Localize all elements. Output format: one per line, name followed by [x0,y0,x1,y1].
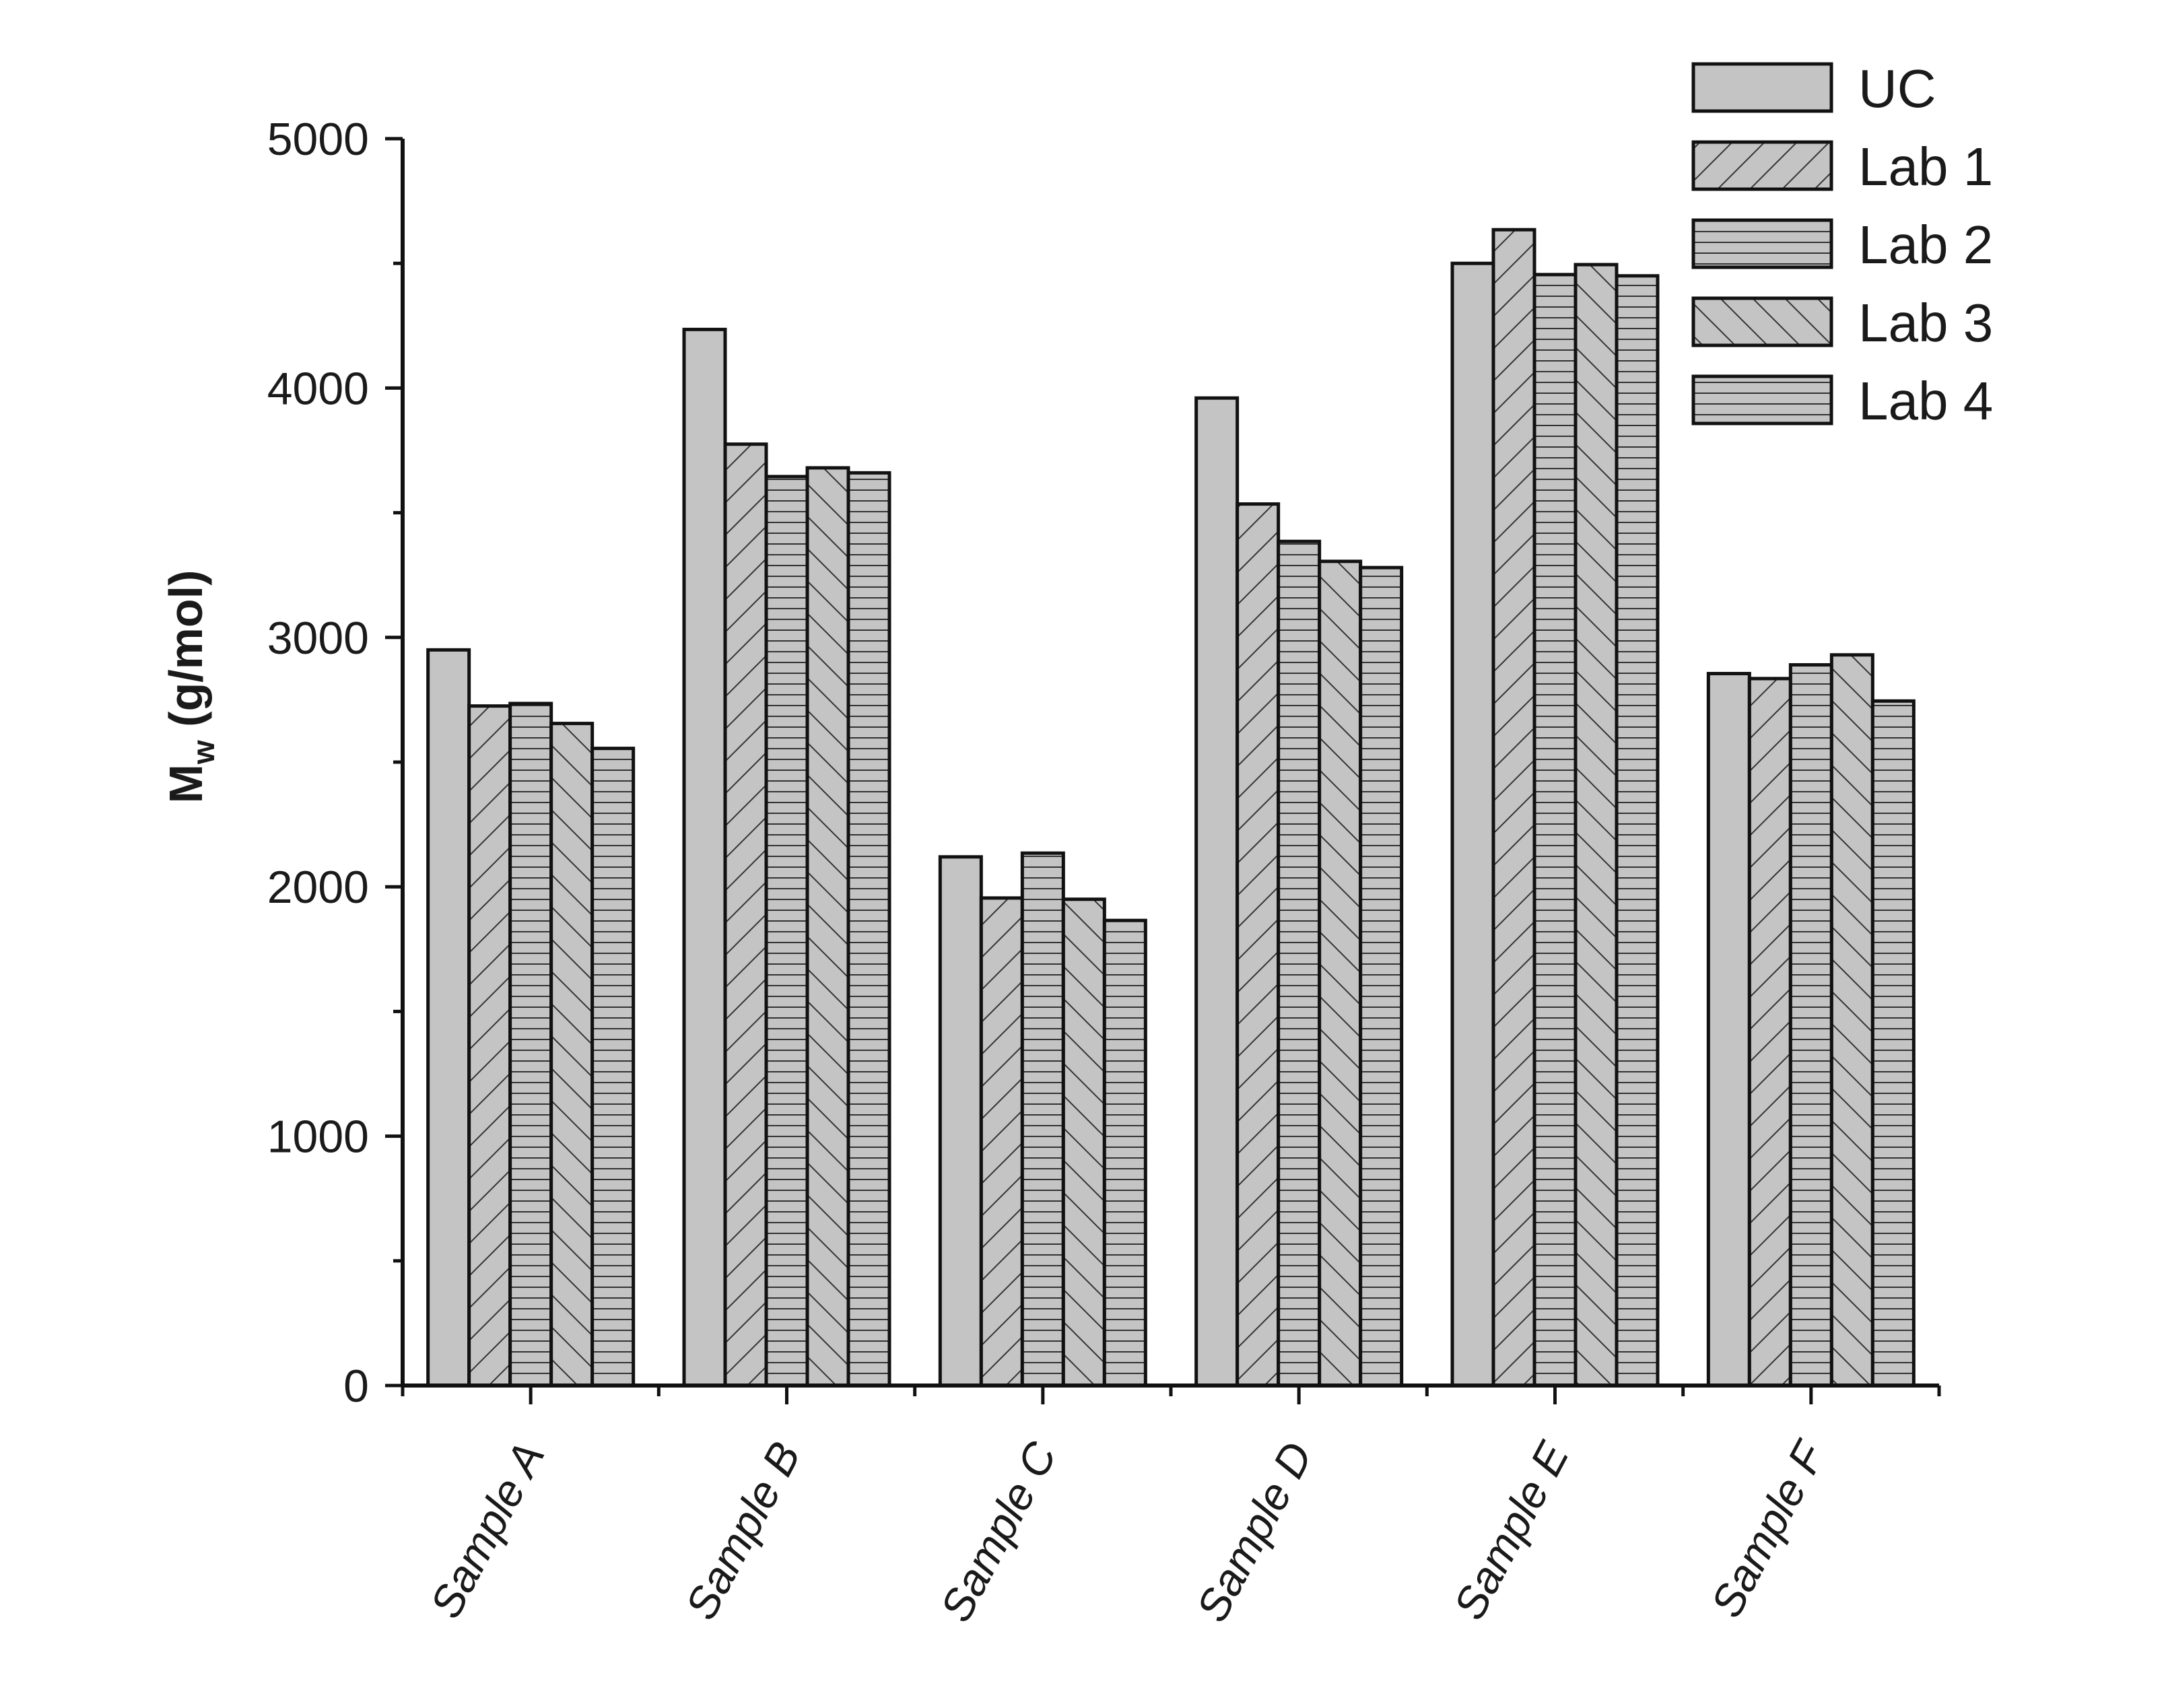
y-tick-label: 1000 [267,1112,369,1163]
legend-swatch [1691,140,1833,191]
bar-lab-3-sample-a [549,722,595,1388]
legend-swatch [1691,62,1833,113]
legend-swatch [1691,296,1833,347]
legend-label: UC [1858,59,1936,118]
bars-layer [426,228,1916,1388]
bar-lab-3-sample-c [1061,897,1106,1388]
bar-lab-3-sample-f [1829,653,1874,1388]
bar-uc-sample-c [938,855,983,1388]
x-tick-label: Sample E [1444,1433,1578,1627]
y-tick-label: 5000 [267,114,369,165]
y-axis-title-main: M [160,764,212,803]
legend-label: Lab 1 [1858,137,1993,197]
legend-label: Lab 3 [1858,293,1993,353]
y-tick-label: 4000 [267,363,369,414]
bar-uc-sample-d [1194,396,1240,1388]
y-tick-label: 3000 [267,613,369,664]
y-axis-ticks: 0 1000 2000 3000 4000 5000 [267,114,403,1412]
bar-lab-1-sample-d [1236,502,1281,1388]
bar-lab-3-sample-e [1573,263,1619,1388]
bar-lab-1-sample-b [723,442,768,1388]
bar-lab-2-sample-e [1532,273,1578,1388]
x-tick-label: Sample B [675,1434,810,1627]
x-tick-label: Sample A [420,1434,554,1626]
x-tick-label: Sample D [1186,1434,1322,1630]
legend-label: Lab 4 [1858,371,1993,431]
legend: UC Lab 1 Lab 2 Lab 3 Lab 4 [1691,59,1993,431]
bar-uc-sample-e [1450,261,1495,1388]
y-axis-title: Mw (g/mol) [160,570,221,804]
legend-swatch [1691,218,1833,269]
bar-lab-4-sample-f [1870,699,1916,1388]
y-tick-label: 2000 [267,862,369,913]
bar-uc-sample-f [1706,672,1751,1388]
bar-lab-1-sample-a [467,704,512,1388]
legend-swatch [1691,374,1833,425]
bar-lab-4-sample-b [846,471,891,1388]
x-axis-labels: Sample A Sample B Sample C Sample D Sample E… [401,1386,1941,1630]
bar-uc-sample-b [682,327,727,1388]
y-tick-label: 0 [343,1361,369,1412]
bar-lab-2-sample-b [764,475,809,1388]
bar-lab-2-sample-a [508,702,553,1388]
bar-lab-3-sample-d [1318,559,1363,1388]
bar-lab-1-sample-c [979,896,1024,1388]
legend-label: Lab 2 [1858,215,1993,275]
bar-lab-4-sample-e [1615,274,1660,1388]
bar-lab-1-sample-f [1747,677,1792,1388]
bar-lab-3-sample-b [805,466,850,1388]
x-tick-label: Sample C [930,1433,1067,1630]
bar-lab-4-sample-a [590,747,636,1388]
y-axis-title-subscript: w [186,740,221,765]
bar-lab-1-sample-e [1491,228,1536,1388]
bar-lab-4-sample-c [1102,918,1147,1388]
bar-lab-4-sample-d [1359,566,1404,1388]
bar-lab-2-sample-f [1788,663,1833,1388]
x-tick-label: Sample F [1701,1432,1835,1625]
y-axis-title-unit: (g/mol) [160,570,212,741]
bar-uc-sample-a [426,648,471,1388]
bar-lab-2-sample-c [1020,851,1065,1388]
bar-lab-2-sample-d [1277,539,1322,1388]
